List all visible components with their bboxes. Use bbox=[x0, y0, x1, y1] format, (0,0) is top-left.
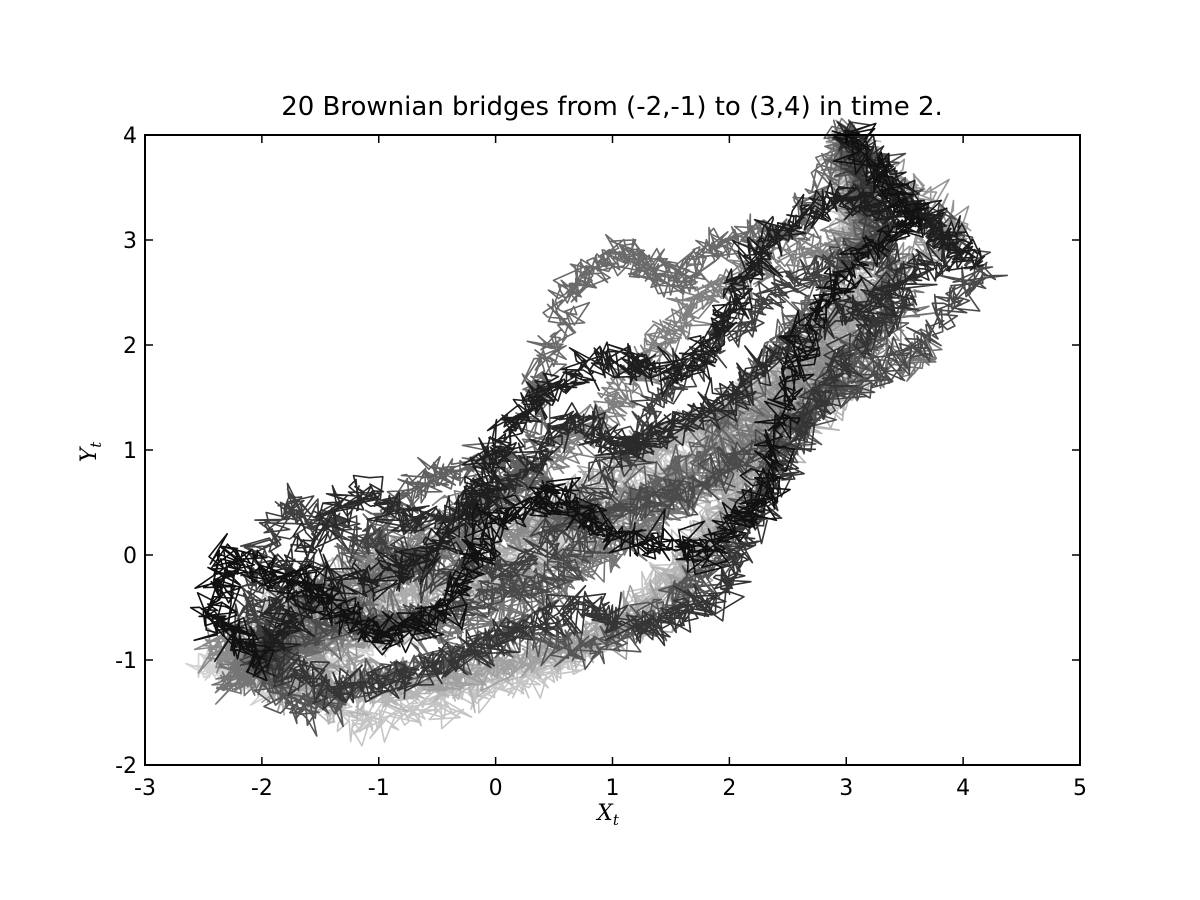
x-tick-label: 5 bbox=[1073, 776, 1087, 801]
x-tick-label: 4 bbox=[956, 776, 970, 801]
x-axis-label-main: X bbox=[595, 801, 614, 826]
brownian-bridge-path-4 bbox=[251, 131, 938, 711]
y-tick-label: 3 bbox=[123, 229, 137, 254]
chart-title: 20 Brownian bridges from (-2,-1) to (3,4… bbox=[281, 92, 943, 122]
y-tick-label: 4 bbox=[123, 124, 137, 149]
x-tick-label: 1 bbox=[606, 776, 620, 801]
x-axis-label: Xt bbox=[595, 801, 620, 829]
y-tick-label: -2 bbox=[115, 754, 137, 779]
x-axis-label-subscript: t bbox=[613, 811, 620, 829]
brownian-bridge-path-3 bbox=[248, 120, 965, 677]
x-tick-label: 0 bbox=[489, 776, 503, 801]
y-axis-label: Yt bbox=[77, 441, 105, 463]
x-tick-label: 3 bbox=[839, 776, 853, 801]
brownian-bridge-path-5 bbox=[224, 121, 896, 676]
y-axis-label-main: Y bbox=[77, 445, 102, 462]
series-layer bbox=[185, 117, 1008, 747]
brownian-bridge-path-1 bbox=[189, 122, 931, 682]
y-axis-label-subscript: t bbox=[87, 441, 105, 448]
y-tick-label: 0 bbox=[123, 544, 137, 569]
y-tick-label: -1 bbox=[115, 649, 137, 674]
brownian-bridge-path-6 bbox=[233, 134, 1008, 672]
x-tick-label: -1 bbox=[368, 776, 390, 801]
y-tick-label: 2 bbox=[123, 334, 137, 359]
x-tick-label: -3 bbox=[134, 776, 156, 801]
brownian-bridge-path-11 bbox=[224, 117, 880, 676]
x-tick-label: 2 bbox=[722, 776, 736, 801]
x-tick-label: -2 bbox=[251, 776, 273, 801]
y-tick-label: 1 bbox=[123, 439, 137, 464]
